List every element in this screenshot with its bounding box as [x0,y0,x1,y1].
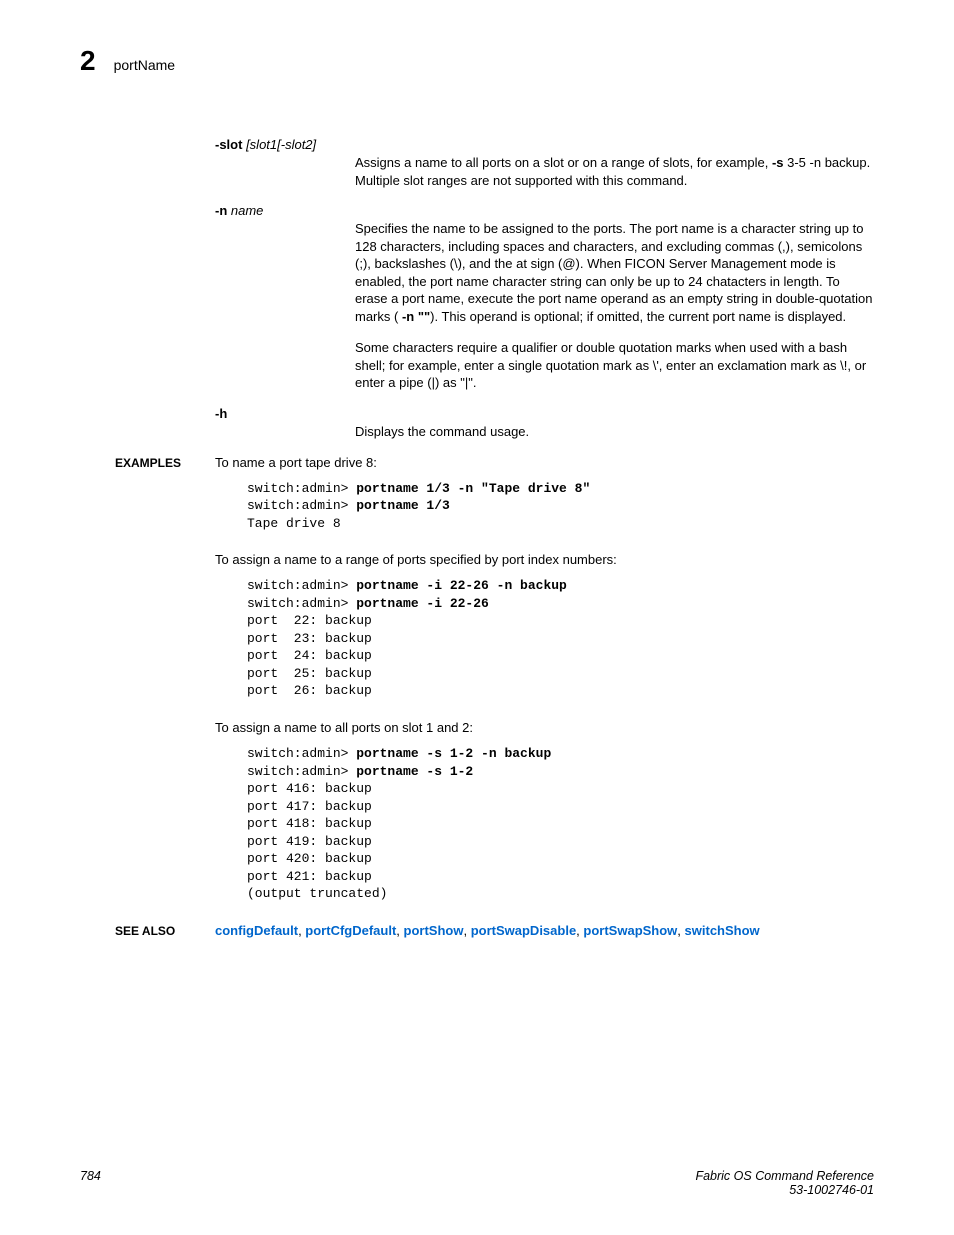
option-n-desc2: Some characters require a qualifier or d… [355,339,874,392]
see-also-link[interactable]: portCfgDefault [305,923,396,938]
see-also-link[interactable]: portSwapDisable [471,923,576,938]
option-h-desc: Displays the command usage. [355,423,874,441]
see-also-heading: SEE ALSO [115,924,175,938]
example3-intro: To assign a name to all ports on slot 1 … [215,720,874,735]
see-also-link[interactable]: switchShow [685,923,760,938]
example2-intro: To assign a name to a range of ports spe… [215,552,874,567]
example1-code: switch:admin> portname 1/3 -n "Tape driv… [247,480,874,533]
page-header: 2 portName [80,45,874,77]
page-footer: 784 Fabric OS Command Reference 53-10027… [80,1169,874,1197]
options-section: -slot [slot1[-slot2] Assigns a name to a… [215,137,874,441]
see-also-links: configDefault, portCfgDefault, portShow,… [215,923,874,938]
option-h-label: -h [215,406,874,421]
footer-doc-title: Fabric OS Command Reference [695,1169,874,1183]
chapter-number: 2 [80,45,96,77]
examples-section: EXAMPLES To name a port tape drive 8: sw… [115,455,874,923]
option-slot-desc: Assigns a name to all ports on a slot or… [355,154,874,189]
see-also-link[interactable]: portShow [404,923,464,938]
example1-intro: To name a port tape drive 8: [215,455,874,470]
option-slot-label: -slot [slot1[-slot2] [215,137,874,152]
examples-heading: EXAMPLES [115,456,181,470]
option-n-label: -n name [215,203,874,218]
see-also-link[interactable]: portSwapShow [583,923,677,938]
footer-page-number: 784 [80,1169,101,1197]
see-also-link[interactable]: configDefault [215,923,298,938]
page-title: portName [114,57,175,73]
footer-doc-id: 53-1002746-01 [695,1183,874,1197]
example3-code: switch:admin> portname -s 1-2 -n backup … [247,745,874,903]
see-also-section: SEE ALSO configDefault, portCfgDefault, … [115,923,874,938]
option-n-desc1: Specifies the name to be assigned to the… [355,220,874,325]
example2-code: switch:admin> portname -i 22-26 -n backu… [247,577,874,700]
